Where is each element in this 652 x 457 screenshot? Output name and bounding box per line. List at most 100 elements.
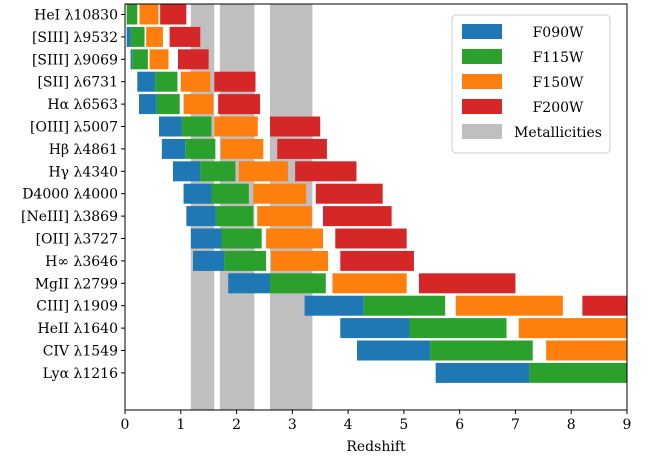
bar-f115w bbox=[185, 138, 216, 159]
x-tick-label: 1 bbox=[176, 417, 185, 433]
y-tick-label: HeI λ10830 bbox=[34, 8, 118, 24]
y-tick-label: Lyα λ1216 bbox=[43, 366, 118, 382]
bar-f200w bbox=[218, 94, 260, 115]
x-tick-label: 6 bbox=[455, 417, 464, 433]
bar-f115w bbox=[126, 4, 138, 25]
x-tick-label: 9 bbox=[623, 417, 632, 433]
bar-f200w bbox=[214, 71, 256, 92]
bar-f115w bbox=[363, 295, 446, 316]
bar-f200w bbox=[315, 183, 383, 204]
bar-f090w bbox=[193, 250, 225, 271]
y-tick-label: D4000 λ4000 bbox=[22, 187, 118, 203]
y-tick-label: Hα λ6563 bbox=[47, 97, 118, 113]
bar-f090w bbox=[126, 26, 131, 47]
y-tick-label: [SIII] λ9532 bbox=[32, 30, 118, 46]
bar-f200w bbox=[270, 116, 321, 137]
filter-bars bbox=[126, 4, 627, 383]
bar-f090w bbox=[186, 206, 216, 227]
y-tick-label: HeII λ1640 bbox=[37, 321, 118, 337]
x-tick-label: 7 bbox=[511, 417, 520, 433]
bar-f200w bbox=[335, 228, 407, 249]
bar-f090w bbox=[161, 138, 186, 159]
bar-f115w bbox=[430, 340, 533, 361]
bar-f090w bbox=[357, 340, 431, 361]
bar-f115w bbox=[155, 71, 178, 92]
x-tick-label: 2 bbox=[232, 417, 241, 433]
y-tick-label: CIV λ1549 bbox=[43, 344, 118, 360]
axes-frame bbox=[124, 3, 628, 411]
bar-f150w bbox=[332, 273, 407, 294]
bar-f150w bbox=[238, 161, 288, 182]
y-tick-label: [SII] λ6731 bbox=[37, 75, 118, 91]
legend-label: F115W bbox=[533, 50, 584, 66]
bar-f115w bbox=[132, 49, 148, 70]
bar-f150w bbox=[146, 26, 163, 47]
bar-f115w bbox=[215, 206, 254, 227]
y-tick-label: CIII] λ1909 bbox=[36, 299, 118, 315]
bar-f115w bbox=[409, 318, 507, 339]
bar-f115w bbox=[130, 26, 145, 47]
bar-f090w bbox=[435, 362, 530, 383]
bar-f115w bbox=[156, 94, 180, 115]
legend-swatch bbox=[462, 124, 502, 139]
bar-f090w bbox=[172, 161, 201, 182]
bar-f090w bbox=[183, 183, 212, 204]
bar-f150w bbox=[183, 94, 214, 115]
bar-f115w bbox=[221, 228, 262, 249]
x-tick-label: 5 bbox=[399, 417, 408, 433]
x-tick-label: 0 bbox=[121, 417, 130, 433]
bar-f115w bbox=[224, 250, 267, 271]
bar-f090w bbox=[130, 49, 133, 70]
x-tick-label: 3 bbox=[288, 417, 297, 433]
bar-f090w bbox=[159, 116, 182, 137]
bar-f150w bbox=[220, 138, 264, 159]
legend-label: F090W bbox=[533, 25, 584, 41]
bar-f150w bbox=[139, 4, 159, 25]
bar-f150w bbox=[271, 250, 329, 271]
bar-f090w bbox=[304, 295, 364, 316]
bar-f150w bbox=[266, 228, 324, 249]
bar-f090w bbox=[137, 71, 156, 92]
y-tick-label: [OIII] λ5007 bbox=[30, 120, 118, 136]
y-tick-label: Hγ λ4340 bbox=[48, 164, 118, 180]
bar-f150w bbox=[518, 318, 627, 339]
bar-f150w bbox=[257, 206, 312, 227]
y-tick-label: MgII λ2799 bbox=[35, 276, 118, 292]
bar-f150w bbox=[149, 49, 169, 70]
bar-f150w bbox=[455, 295, 563, 316]
bar-f200w bbox=[418, 273, 516, 294]
bar-f200w bbox=[277, 138, 327, 159]
bar-f115w bbox=[200, 161, 236, 182]
y-axis-ticks: HeI λ10830 [SIII] λ9532 [SIII] λ9069 [SII] … bbox=[21, 8, 125, 382]
y-tick-label: Hβ λ4861 bbox=[49, 142, 118, 158]
legend-swatch bbox=[462, 24, 502, 39]
bar-f115w bbox=[181, 116, 212, 137]
bar-f090w bbox=[190, 228, 222, 249]
bar-f090w bbox=[228, 273, 271, 294]
x-axis-label: Redshift bbox=[346, 439, 406, 455]
legend-label: F150W bbox=[533, 75, 584, 91]
y-tick-label: H∞ λ3646 bbox=[45, 254, 118, 270]
y-tick-label: [OII] λ3727 bbox=[36, 232, 118, 248]
legend-swatch bbox=[462, 49, 502, 64]
legend-label: F200W bbox=[533, 100, 584, 116]
bar-f200w bbox=[582, 295, 627, 316]
bar-f200w bbox=[169, 26, 201, 47]
bar-f090w bbox=[340, 318, 410, 339]
bar-f115w bbox=[211, 183, 249, 204]
legend-label: Metallicities bbox=[514, 125, 602, 141]
legend-swatch bbox=[462, 74, 502, 89]
bar-f200w bbox=[160, 4, 187, 25]
bar-f200w bbox=[340, 250, 414, 271]
bar-f150w bbox=[253, 183, 307, 204]
bar-f115w bbox=[270, 273, 326, 294]
bar-f150w bbox=[180, 71, 211, 92]
x-tick-label: 4 bbox=[344, 417, 353, 433]
bar-f200w bbox=[295, 161, 357, 182]
bar-f150w bbox=[546, 340, 627, 361]
bar-f150w bbox=[214, 116, 258, 137]
x-axis-ticks: 0 1 2 3 4 5 6 7 8 9 bbox=[121, 410, 632, 433]
legend: F090W F115W F150W F200W Metallicities bbox=[451, 14, 611, 154]
bar-f115w bbox=[529, 362, 627, 383]
